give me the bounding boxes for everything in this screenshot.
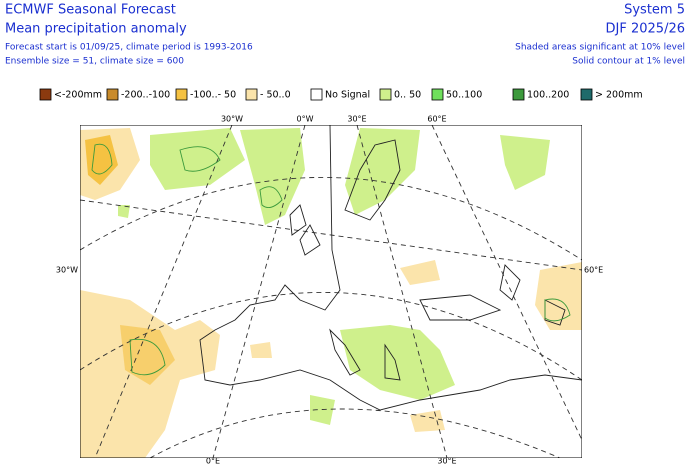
legend-label: 0.. 50 xyxy=(394,90,421,101)
map-label: 0°E xyxy=(206,457,220,466)
season: DJF 2025/26 xyxy=(606,22,685,37)
note: Solid contour at 1% level xyxy=(572,57,685,67)
info: Forecast start is 01/09/25, climate peri… xyxy=(5,43,253,53)
map xyxy=(80,125,582,458)
legend-swatch xyxy=(106,88,119,101)
map-label: 30°E xyxy=(347,115,366,124)
legend-swatch xyxy=(512,88,525,101)
legend-swatch xyxy=(580,88,593,101)
map-labels: 30°W 0°W 30°E 60°E 30°W 60°E 0°E 30°E xyxy=(56,115,603,466)
legend-label: No Signal xyxy=(325,90,370,101)
legend-label: 50..100 xyxy=(446,90,482,101)
legend-label: <-200mm xyxy=(54,90,102,101)
legend-swatch xyxy=(379,88,392,101)
title: ECMWF Seasonal Forecast xyxy=(5,3,176,18)
legend-label: -100..- 50 xyxy=(190,90,236,101)
legend-label: > 200mm xyxy=(595,90,643,101)
legend-swatch xyxy=(39,88,52,101)
map-label: 30°E xyxy=(437,457,456,466)
note: Shaded areas significant at 10% level xyxy=(515,43,685,53)
map-label: 60°E xyxy=(584,266,603,275)
subtitle: Mean precipitation anomaly xyxy=(5,22,187,37)
legend: <-200mm -200..-100 -100..- 50 - 50..0 No Sig… xyxy=(39,88,643,101)
legend-swatch xyxy=(245,88,258,101)
map-label: 30°W xyxy=(56,266,78,275)
system: System 5 xyxy=(624,3,685,18)
legend-swatch xyxy=(310,88,323,101)
map-label: 60°E xyxy=(427,115,446,124)
info: Ensemble size = 51, climate size = 600 xyxy=(5,57,184,67)
legend-swatch xyxy=(431,88,444,101)
legend-label: -200..-100 xyxy=(121,90,170,101)
map-label: 30°W xyxy=(221,115,243,124)
legend-swatch xyxy=(175,88,188,101)
map-label: 0°W xyxy=(297,115,314,124)
legend-label: 100..200 xyxy=(527,90,569,101)
legend-label: - 50..0 xyxy=(260,90,291,101)
